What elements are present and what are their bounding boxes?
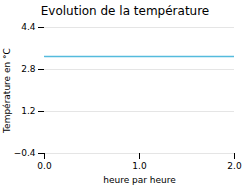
html-text:Evolution de la température: Evolution de la température [40,4,210,18]
svg-text:2.8: 2.8 [21,64,36,74]
svg-text:4.4: 4.4 [21,22,36,32]
svg-text:Température en °C: Température en °C [2,48,12,134]
svg-text:−0.4: −0.4 [14,148,36,158]
svg-text:heure par heure: heure par heure [103,175,176,185]
svg-text:0.0: 0.0 [37,161,52,171]
svg-text:2.0: 2.0 [227,161,242,171]
svg-text:1.0: 1.0 [132,161,147,171]
svg-text:1.2: 1.2 [21,106,35,116]
